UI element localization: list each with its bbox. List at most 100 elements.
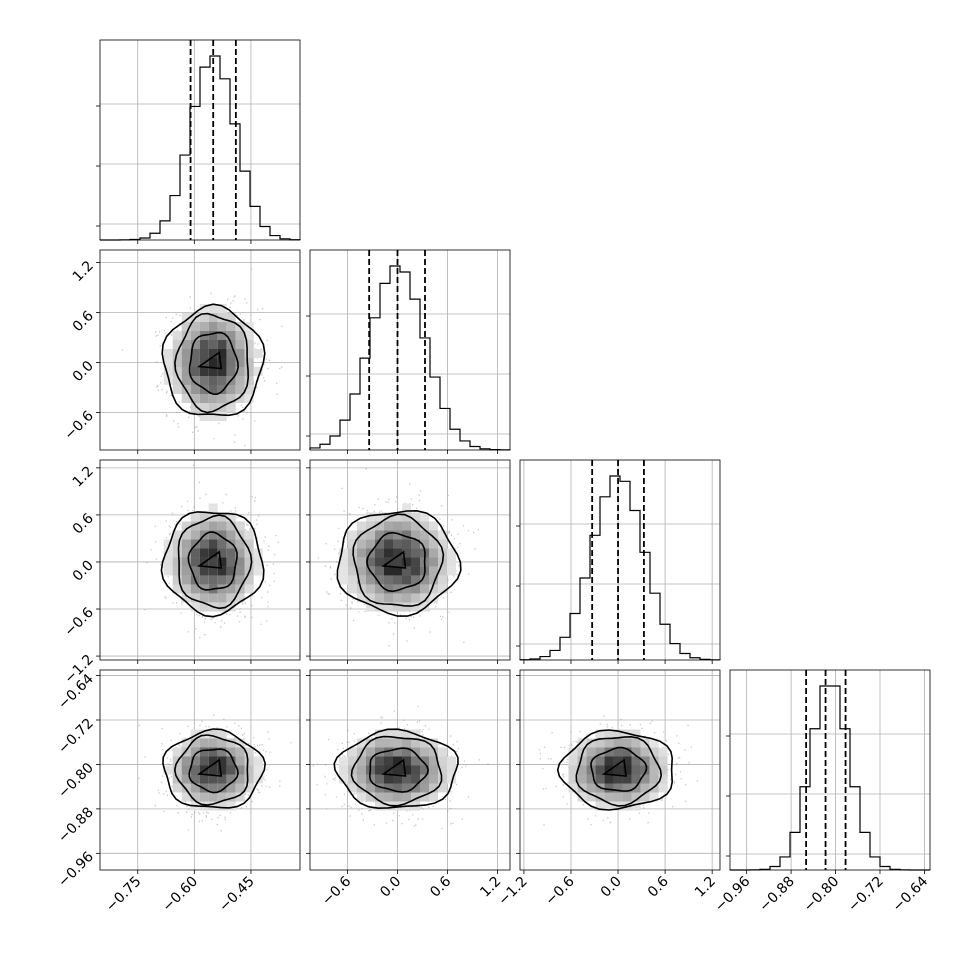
density-cell (348, 575, 357, 585)
density-cell (640, 747, 650, 757)
density-cell (402, 774, 411, 784)
density-cell (568, 756, 578, 766)
density-cell (366, 584, 375, 594)
density-cell (613, 765, 623, 775)
axes-frame (309, 249, 511, 451)
density-cell (226, 575, 236, 585)
density-cell (199, 774, 209, 784)
density-cell (366, 575, 375, 585)
histogram-step (309, 265, 511, 451)
density-cell (172, 367, 182, 376)
density-cell (181, 584, 191, 594)
density-cell (172, 575, 182, 585)
density-cell (217, 557, 227, 567)
density-cell (181, 322, 191, 331)
density-cell (217, 602, 227, 612)
density-cell (631, 801, 641, 811)
density-cell (208, 503, 218, 513)
density-cell (393, 539, 402, 549)
density-cell (181, 349, 191, 358)
density-cell (163, 539, 173, 549)
density-cell (181, 593, 191, 603)
density-cell (339, 774, 348, 784)
density-cell (190, 367, 200, 376)
hist-panel-0 (96, 39, 301, 241)
axes-frame (99, 459, 301, 661)
density-cell (190, 729, 200, 739)
density-cell (172, 584, 182, 594)
density-cell (568, 747, 578, 757)
density-cell (429, 566, 438, 576)
density-cell (244, 557, 254, 567)
density-cell (208, 358, 218, 367)
density-cell (235, 792, 245, 802)
density-cell (384, 729, 393, 739)
density-cell (172, 566, 182, 576)
density-cell (357, 548, 366, 558)
density-cell (235, 521, 245, 531)
density-cell (208, 340, 218, 349)
density-cell (393, 566, 402, 576)
density-cell (393, 557, 402, 567)
density-cell (411, 756, 420, 766)
density-cell (208, 566, 218, 576)
x-tick-label: 0.0 (377, 874, 404, 901)
axes-frame (99, 39, 301, 241)
density-cell (199, 367, 209, 376)
density-cell (393, 521, 402, 531)
density-cell (447, 765, 456, 775)
density-cell (217, 765, 227, 775)
density-cell (172, 340, 182, 349)
scatter-panel-1-0 (99, 249, 301, 451)
density-cell (217, 729, 227, 739)
x-tick-label: −1.2 (495, 874, 530, 909)
density-contour (381, 758, 407, 777)
density-cell (190, 792, 200, 802)
density-cell (199, 512, 209, 522)
density-cell (640, 792, 650, 802)
density-cell (357, 756, 366, 766)
density-cell (244, 774, 254, 784)
density-cell (348, 783, 357, 793)
density-cell (604, 774, 614, 784)
density-cell (208, 729, 218, 739)
density-cell (631, 738, 641, 748)
density-cell (375, 729, 384, 739)
density-cell (208, 557, 218, 567)
density-cell (208, 349, 218, 358)
density-cell (402, 575, 411, 585)
density-cell (190, 602, 200, 612)
density-cell (402, 783, 411, 793)
density-cell (235, 765, 245, 775)
density-contour (381, 550, 407, 569)
density-cell (438, 783, 447, 793)
density-cell (429, 756, 438, 766)
density-contour (350, 735, 443, 807)
scatter-panel-2-1 (309, 459, 511, 661)
density-contour (174, 312, 250, 414)
density-cell (244, 530, 254, 540)
density-cell (226, 602, 236, 612)
x-tick-label: 0.6 (645, 873, 672, 900)
density-cell (429, 548, 438, 558)
density-cell (577, 738, 587, 748)
density-cell (190, 512, 200, 522)
density-cell (244, 575, 254, 585)
density-cell (384, 774, 393, 784)
density-cell (235, 774, 245, 784)
density-cell (586, 774, 596, 784)
density-cell (199, 304, 209, 313)
density-cell (384, 539, 393, 549)
density-cell (604, 738, 614, 748)
density-cell (384, 530, 393, 540)
density-cell (604, 756, 614, 766)
density-cell (190, 340, 200, 349)
density-cell (217, 584, 227, 594)
density-cell (420, 756, 429, 766)
density-cell (235, 394, 245, 403)
density-cell (199, 412, 209, 421)
density-cell (649, 774, 659, 784)
density-contour (368, 747, 429, 793)
x-tick-label: 0.6 (427, 873, 454, 900)
y-tick-label: 0.0 (70, 557, 97, 584)
